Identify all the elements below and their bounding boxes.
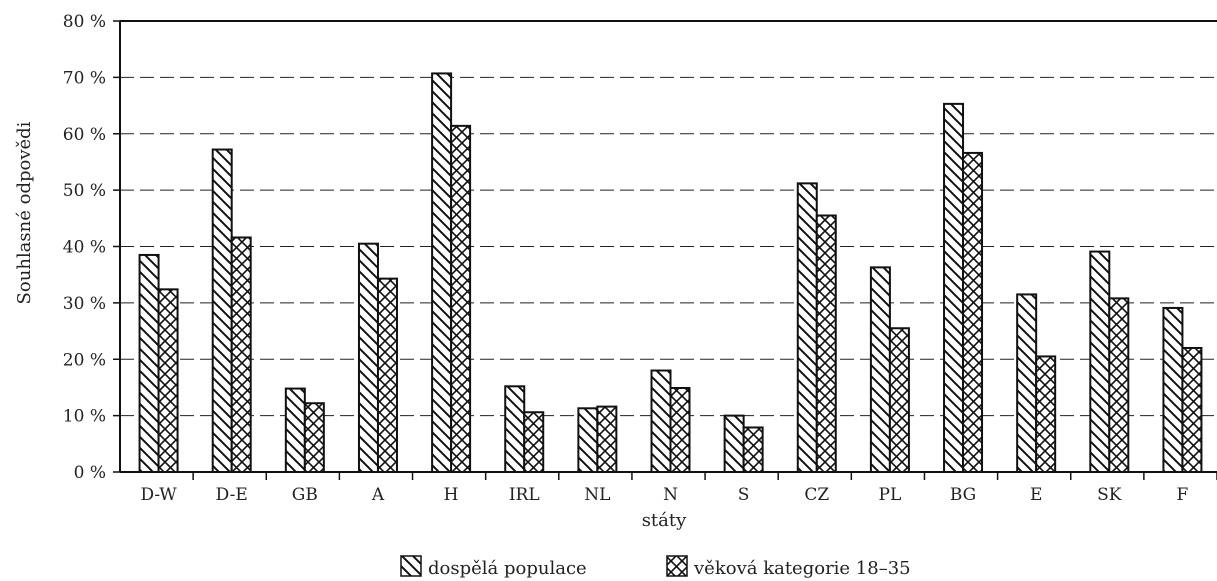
y-tick-label: 70 % — [63, 68, 106, 88]
bar-nl-series-2 — [596, 405, 618, 474]
bar-bg-series-1 — [943, 102, 965, 473]
x-tick-label: SK — [1097, 485, 1122, 505]
y-tick-label: 50 % — [63, 181, 106, 201]
bar-d-e-series-2 — [230, 236, 252, 473]
bar-a-series-1 — [357, 242, 379, 473]
bar-nl-series-1 — [577, 407, 599, 474]
y-tick-label: 40 % — [63, 238, 106, 258]
bar-f-series-2 — [1181, 346, 1203, 474]
bar-sk-series-1 — [1089, 250, 1111, 473]
bar-sk-series-2 — [1108, 297, 1130, 473]
x-axis-title: státy — [642, 510, 687, 531]
bar-h-series-2 — [450, 124, 472, 473]
bar-cz-series-1 — [796, 182, 818, 474]
x-tick-label: N — [663, 485, 678, 505]
x-tick-label: PL — [879, 485, 902, 505]
bar-gb-series-2 — [303, 402, 325, 473]
bars — [138, 72, 1203, 474]
y-axis-title: Souhlasné odpovědi — [14, 121, 35, 304]
bar-s-series-1 — [723, 414, 745, 473]
y-tick-labels: 0 % 10 % 20 % 30 % 40 % 50 % 60 % 70 % 80 % — [63, 12, 106, 483]
bar-f-series-1 — [1162, 306, 1184, 474]
bar-irl-series-2 — [523, 411, 545, 473]
x-tick-label: S — [738, 485, 750, 505]
x-tick-label: A — [371, 485, 385, 505]
legend-label-dospela-populace: dospělá populace — [428, 558, 587, 579]
legend-label-vekova-kategorie: věková kategorie 18–35 — [693, 558, 911, 579]
bar-d-e-series-1 — [211, 148, 233, 473]
bar-pl-series-2 — [888, 327, 910, 473]
bar-e-series-1 — [1016, 293, 1038, 474]
bar-d-w-series-2 — [157, 288, 179, 473]
bar-h-series-1 — [431, 72, 453, 474]
bar-cz-series-2 — [815, 214, 837, 473]
bar-s-series-2 — [742, 426, 764, 473]
x-tick-label: F — [1177, 485, 1189, 505]
x-tick-label: H — [444, 485, 459, 505]
bar-irl-series-1 — [504, 385, 526, 473]
x-tick-label: IRL — [509, 485, 540, 505]
x-tick-label: BG — [950, 485, 976, 505]
axes — [119, 20, 1217, 473]
y-tick-label: 0 % — [74, 463, 106, 483]
x-tick-label: CZ — [804, 485, 829, 505]
legend-swatch-vekova-kategorie — [666, 555, 688, 577]
y-tick-label: 10 % — [63, 407, 106, 427]
bar-gb-series-1 — [284, 387, 306, 473]
x-tick-label: D-E — [216, 485, 248, 505]
x-tick-label: GB — [292, 485, 318, 505]
y-tick-label: 30 % — [63, 294, 106, 314]
x-tick-label: D-W — [140, 485, 177, 505]
bar-pl-series-1 — [869, 266, 891, 474]
bar-n-series-2 — [669, 387, 691, 473]
bar-bg-series-2 — [962, 151, 984, 473]
bar-a-series-2 — [376, 277, 398, 474]
x-tick-labels: D-W D-E GB A H IRL NL N S CZ PL BG E SK F — [140, 472, 1217, 505]
x-tick-label: NL — [584, 485, 610, 505]
x-tick-label: E — [1030, 485, 1042, 505]
legend: dospělá populace věková kategorie 18–35 — [400, 555, 911, 579]
y-tick-label: 60 % — [63, 125, 106, 145]
y-tick-label: 80 % — [63, 12, 106, 32]
bar-n-series-1 — [650, 369, 672, 473]
legend-swatch-dospela-populace — [400, 555, 422, 577]
y-tick-label: 20 % — [63, 350, 106, 370]
bar-e-series-2 — [1035, 355, 1057, 473]
bar-d-w-series-1 — [138, 253, 160, 473]
